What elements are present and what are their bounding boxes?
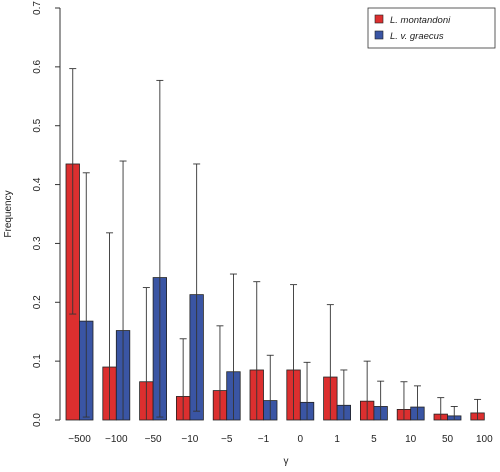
y-tick-label: 0.5 bbox=[32, 118, 43, 132]
x-tick-label: −10 bbox=[181, 434, 198, 445]
y-tick-label: 0.7 bbox=[32, 1, 43, 15]
legend: L. montandoni L. v. graecus bbox=[367, 7, 496, 49]
y-tick-label: 0.4 bbox=[32, 177, 43, 191]
legend-box bbox=[367, 7, 496, 49]
legend-swatch-graecus bbox=[374, 30, 384, 40]
axes: 0.00.10.20.30.40.50.60.7−500 −100 −50 −10 −5… bbox=[32, 1, 493, 445]
y-axis-title: Frequency bbox=[3, 190, 14, 237]
x-tick-label: −50 bbox=[145, 434, 162, 445]
x-tick-label: −100 bbox=[105, 434, 128, 445]
legend-swatch-montandoni bbox=[374, 14, 384, 24]
y-tick-label: 0.6 bbox=[32, 59, 43, 73]
x-axis-title: γ bbox=[284, 456, 289, 467]
x-tick-label: 10 bbox=[405, 434, 417, 445]
x-tick-label: 5 bbox=[371, 434, 377, 445]
bars bbox=[65, 163, 485, 421]
x-tick-label: 50 bbox=[442, 434, 454, 445]
x-tick-label: 1 bbox=[334, 434, 340, 445]
legend-label-montandoni: L. montandoni bbox=[390, 15, 451, 26]
x-tick-label: −5 bbox=[221, 434, 233, 445]
y-tick-label: 0.3 bbox=[32, 236, 43, 250]
x-tick-label: 100 bbox=[476, 434, 493, 445]
error-bars bbox=[69, 68, 482, 420]
y-tick-label: 0.0 bbox=[32, 413, 43, 427]
y-tick-label: 0.2 bbox=[32, 295, 43, 309]
y-tick-label: 0.1 bbox=[32, 354, 43, 368]
legend-label-graecus: L. v. graecus bbox=[390, 31, 444, 42]
x-tick-label: −1 bbox=[258, 434, 270, 445]
x-tick-label: −500 bbox=[68, 434, 91, 445]
x-tick-label: 0 bbox=[298, 434, 304, 445]
